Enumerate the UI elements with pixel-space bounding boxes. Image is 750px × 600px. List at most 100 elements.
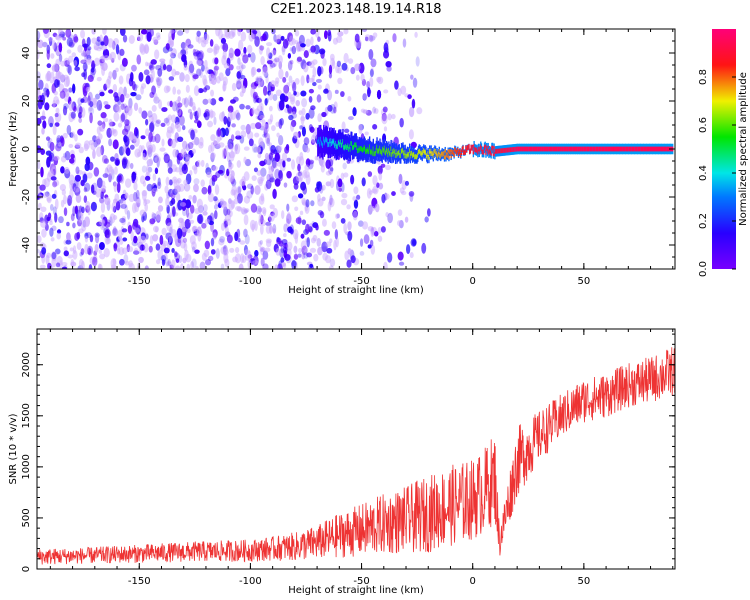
ridge-core bbox=[604, 146, 609, 152]
noise-blob bbox=[220, 200, 227, 208]
noise-blob bbox=[41, 228, 47, 238]
ridge-core bbox=[444, 149, 446, 154]
noise-blob bbox=[235, 112, 241, 121]
noise-blob bbox=[359, 238, 364, 247]
noise-blob bbox=[258, 213, 263, 224]
ridge-core bbox=[479, 146, 481, 152]
noise-blob bbox=[180, 263, 184, 269]
ridge-core bbox=[508, 147, 510, 153]
noise-blob bbox=[281, 210, 285, 220]
noise-blob bbox=[90, 67, 95, 73]
noise-blob bbox=[263, 123, 270, 133]
noise-blob bbox=[182, 257, 187, 264]
ridge-core bbox=[654, 146, 659, 152]
noise-blob bbox=[155, 259, 161, 265]
ridge-core bbox=[513, 147, 515, 152]
ridge-core bbox=[506, 147, 509, 153]
ridge-core bbox=[598, 146, 603, 152]
noise-blob bbox=[192, 194, 197, 204]
ridge-core bbox=[357, 148, 360, 154]
noise-blob bbox=[287, 60, 293, 71]
noise-blob bbox=[169, 58, 173, 66]
noise-blob bbox=[177, 96, 181, 102]
noise-blob bbox=[105, 78, 111, 89]
bottom-plot-frame bbox=[36, 328, 676, 570]
noise-blob bbox=[173, 251, 178, 258]
ridge-core bbox=[503, 148, 506, 153]
noise-blob bbox=[298, 247, 302, 254]
noise-blob bbox=[296, 41, 301, 53]
ridge-core bbox=[372, 146, 375, 152]
noise-blob bbox=[57, 29, 63, 38]
noise-blob bbox=[48, 153, 52, 162]
ridge-core bbox=[474, 147, 477, 153]
noise-blob bbox=[128, 260, 133, 268]
noise-blob bbox=[113, 92, 119, 99]
noise-blob bbox=[86, 46, 92, 51]
ridge-core bbox=[425, 150, 427, 156]
ridge-core bbox=[428, 148, 431, 154]
noise-blob bbox=[121, 128, 129, 136]
noise-blob bbox=[376, 89, 382, 100]
noise-blob bbox=[161, 227, 167, 236]
noise-blob bbox=[183, 242, 188, 252]
noise-blob bbox=[166, 222, 173, 232]
ridge-core bbox=[467, 145, 469, 151]
noise-blob bbox=[111, 201, 116, 213]
noise-blob bbox=[152, 173, 157, 181]
noise-blob bbox=[281, 152, 288, 162]
noise-blob bbox=[117, 122, 123, 128]
noise-blob bbox=[56, 232, 61, 240]
noise-blob bbox=[135, 128, 140, 139]
noise-blob bbox=[67, 195, 73, 207]
ridge-core bbox=[592, 146, 597, 152]
noise-blob bbox=[68, 100, 74, 112]
noise-blob bbox=[46, 252, 52, 259]
noise-blob bbox=[60, 155, 67, 163]
noise-blob bbox=[193, 178, 200, 185]
ridge-core bbox=[537, 146, 540, 152]
noise-blob bbox=[293, 253, 299, 260]
noise-blob bbox=[314, 29, 320, 38]
noise-blob bbox=[353, 199, 359, 209]
noise-blob bbox=[322, 252, 328, 261]
noise-blob bbox=[122, 237, 128, 242]
noise-blob bbox=[243, 195, 251, 204]
noise-blob bbox=[134, 227, 140, 233]
noise-blob bbox=[269, 114, 274, 123]
noise-blob bbox=[276, 236, 280, 243]
noise-blob bbox=[88, 264, 93, 269]
ridge-core bbox=[628, 146, 632, 152]
ridge-core bbox=[494, 149, 497, 154]
noise-blob bbox=[377, 165, 383, 175]
noise-blob bbox=[383, 42, 389, 53]
noise-blob bbox=[398, 261, 405, 266]
noise-blob bbox=[57, 142, 62, 147]
noise-blob bbox=[55, 70, 61, 80]
ridge-core bbox=[322, 143, 324, 148]
noise-blob bbox=[201, 222, 207, 229]
noise-blob bbox=[226, 234, 233, 244]
ridge-core bbox=[581, 146, 585, 152]
noise-blob bbox=[189, 111, 193, 120]
noise-blob bbox=[40, 166, 44, 178]
noise-blob bbox=[37, 39, 44, 49]
ridge-core bbox=[345, 143, 347, 149]
noise-blob bbox=[324, 30, 328, 40]
noise-blob bbox=[78, 146, 84, 154]
ridge-core bbox=[445, 154, 447, 160]
noise-blob bbox=[350, 66, 356, 75]
ridge-core bbox=[434, 149, 437, 154]
colorbar-label: Normalized spectral amplitude bbox=[738, 72, 749, 226]
noise-blob bbox=[288, 75, 293, 84]
noise-blob bbox=[176, 228, 183, 240]
noise-blob bbox=[187, 44, 194, 49]
noise-blob bbox=[391, 191, 396, 196]
noise-blob bbox=[300, 114, 305, 125]
ridge-core bbox=[397, 150, 400, 156]
noise-blob bbox=[275, 247, 281, 256]
noise-blob bbox=[183, 179, 188, 186]
noise-blob bbox=[411, 98, 416, 109]
noise-blob bbox=[207, 98, 213, 104]
noise-blob bbox=[80, 50, 86, 57]
